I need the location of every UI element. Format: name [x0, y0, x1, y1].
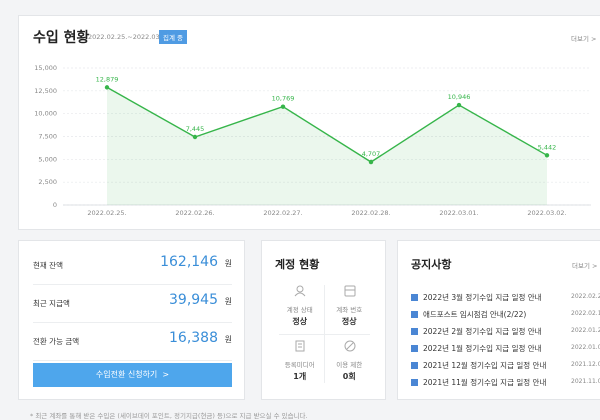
footnote: * 최근 계좌를 통해 받은 수입은 (세이브데이 포인트, 정기지급(현금) … [30, 412, 308, 420]
notice-item[interactable]: ​ 2022년 2월 정기수입 지급 일정 안내 2022.01.28 [411, 326, 600, 338]
balance-row: 현재 잔액 162,146 원 [33, 246, 232, 285]
balance-row: 전환 가능 금액 16,388 원 [33, 322, 232, 361]
x-tick-label: 2022.02.27. [263, 209, 302, 217]
notice-text[interactable]: 2021년 11월 정기수입 지급 일정 안내 [423, 378, 547, 387]
y-tick-label: 0 [53, 201, 57, 209]
divider [279, 334, 370, 335]
balance-label: 전환 가능 금액 [33, 337, 80, 346]
notice-item[interactable]: ​ 2021년 12월 정기수입 지급 일정 안내 2021.12.01 [411, 360, 600, 372]
notice-date: 2022.01.28 [571, 327, 600, 334]
y-tick-label: 10,000 [34, 110, 57, 118]
income-period: 2022.02.25.~2022.03.03. [88, 33, 173, 41]
convert-button[interactable]: 수입전환 신청하기 > [33, 363, 232, 387]
notice-date: 2021.11.01 [571, 378, 600, 385]
line [106, 86, 548, 163]
cell-value: 1개 [293, 372, 307, 381]
notice-item[interactable]: ​ 2022년 1월 정기수입 지급 일정 안내 2022.01.03 [411, 343, 600, 355]
y-tick-label: 7,500 [38, 133, 57, 141]
notice-text[interactable]: 2022년 2월 정기수입 지급 일정 안내 [423, 327, 542, 336]
cell-value: 정상 [292, 317, 308, 326]
x-tick-label: 2022.02.25. [87, 209, 126, 217]
value-label: 7,445 [186, 125, 205, 133]
balance-amount: 16,388 [169, 330, 218, 346]
balance-amount: 162,146 [160, 254, 218, 270]
notice-more[interactable]: 더보기 > [572, 262, 598, 270]
balance-unit: 원 [224, 259, 232, 268]
balance-panel: 수입전환 신청하기 > 현재 잔액 162,146 원 최근 지급액 39,945 원 전환… [18, 240, 245, 400]
x-tick-label: 2022.02.28. [351, 209, 390, 217]
notice-date: 2021.12.01 [571, 361, 600, 368]
value-label: 5,442 [538, 143, 557, 151]
new-icon: ​ [411, 345, 418, 352]
y-tick-label: 15,000 [34, 64, 57, 72]
cell-value: 정상 [341, 317, 357, 326]
account-cell: 이용 제한 0회 [325, 334, 375, 389]
cell-label: 등록미디어 [284, 361, 315, 369]
convert-button-text[interactable]: 수입전환 신청하기 [95, 370, 158, 379]
new-icon: ​ [411, 311, 418, 318]
notice-item[interactable]: ​ 애드포스트 임시점검 안내(2/22) 2022.02.16 [411, 309, 600, 321]
cell-label: 이용 제한 [336, 361, 363, 369]
notice-item[interactable]: ​ 2021년 11월 정기수입 지급 일정 안내 2021.11.01 [411, 377, 600, 389]
balance-unit: 원 [224, 335, 232, 344]
account-grid: 계정 상태 정상 계좌 번호 정상 등록미디어 1개 이용 제한 0회 [275, 279, 374, 389]
balance-amount: 39,945 [169, 292, 218, 308]
notice-title: 공지사항 [411, 258, 452, 271]
point [192, 134, 198, 140]
cell-label: 계좌 번호 [336, 306, 363, 314]
x-tick-label: 2022.02.26. [175, 209, 214, 217]
point [368, 159, 374, 165]
notice-item[interactable]: ​ 2022년 3월 정기수입 지급 일정 안내 2022.02.28 [411, 292, 600, 304]
account-cell: 등록미디어 1개 [275, 334, 325, 389]
income-chart: 0 2,500 5,000 7,500 10,000 12,500 15,000 2022.0… [34, 64, 591, 217]
more-link[interactable]: 더보기 > [571, 35, 597, 43]
cell-icon [295, 340, 305, 352]
notice-text[interactable]: 2022년 3월 정기수입 지급 일정 안내 [423, 293, 542, 302]
income-title: 수입 현황 [33, 30, 90, 46]
point [456, 102, 462, 108]
notice-more-text[interactable]: 더보기 [572, 262, 590, 270]
cell-value: 0회 [342, 372, 356, 381]
status-badge: 집계 중 [159, 30, 188, 44]
notice-date: 2022.02.16 [571, 310, 600, 317]
value-label: 10,946 [448, 93, 471, 101]
notice-text[interactable]: 2021년 12월 정기수입 지급 일정 안내 [423, 361, 547, 370]
account-panel: 계정 현황 계정 상태 정상 계좌 번호 정상 등록미디어 1개 이용 제한 0회 [261, 240, 386, 400]
cell-label: 계정 상태 [286, 306, 313, 314]
cell-icon [344, 340, 355, 352]
balance-unit: 원 [224, 297, 232, 306]
value-label: 4,707 [362, 150, 381, 158]
notice-text[interactable]: 2022년 1월 정기수입 지급 일정 안내 [423, 344, 542, 353]
y-tick-label: 5,000 [38, 155, 57, 163]
new-icon: ​ [411, 294, 418, 301]
new-icon: ​ [411, 328, 418, 335]
point [280, 104, 286, 109]
balance-label: 최근 지급액 [33, 299, 70, 308]
point [544, 153, 550, 158]
cell-icon [344, 285, 355, 297]
notice-text[interactable]: 애드포스트 임시점검 안내(2/22) [423, 310, 527, 319]
x-tick-label: 2022.03.02. [527, 209, 566, 217]
x-tick-label: 2022.03.01. [439, 209, 478, 217]
y-tick-label: 2,500 [38, 178, 57, 186]
value-label: 10,769 [272, 95, 295, 103]
notice-date: 2022.01.03 [571, 344, 600, 351]
more-text[interactable]: 더보기 [571, 35, 589, 43]
notice-date: 2022.02.28 [571, 293, 600, 300]
account-title: 계정 현황 [275, 258, 320, 271]
cell-icon [294, 285, 306, 297]
balance-label: 현재 잔액 [33, 261, 63, 270]
new-icon: ​ [411, 379, 418, 386]
balance-row: 최근 지급액 39,945 원 [33, 284, 232, 323]
new-icon: ​ [411, 362, 418, 369]
notice-panel: 공지사항 더보기 > ​ 2022년 3월 정기수입 지급 일정 안내 2022.0… [397, 240, 600, 400]
value-label: 12,879 [96, 75, 119, 83]
area [107, 87, 547, 205]
point [104, 85, 110, 90]
y-tick-label: 12,500 [34, 87, 57, 95]
